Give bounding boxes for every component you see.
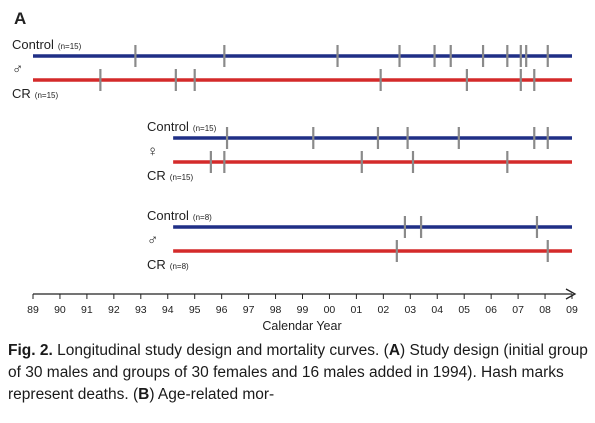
control-label-text: Control bbox=[147, 119, 189, 134]
x-axis: 89 90 91 92 93 94 95 96 97 98 99 00 01 02 03 04 05 06 07 08… bbox=[27, 288, 578, 333]
control-label-text: Control bbox=[147, 208, 189, 223]
x-tick-label: 96 bbox=[216, 304, 228, 316]
caption-text-2: ) Study design (initial group of 30 male… bbox=[8, 342, 588, 403]
control-label: Control (n=15) bbox=[147, 119, 217, 134]
cr-label-text: CR bbox=[147, 257, 166, 272]
cohort-group: Control (n=15) ♀ CR (n=15) bbox=[147, 119, 572, 183]
cr-label: CR (n=15) bbox=[12, 86, 58, 101]
control-n-label: (n=8) bbox=[193, 213, 212, 222]
cohort-group: Control (n=8) ♂ CR (n=8) bbox=[147, 208, 572, 272]
control-n-label: (n=15) bbox=[58, 42, 82, 51]
x-tick-label: 97 bbox=[243, 304, 255, 316]
cr-label: CR (n=15) bbox=[147, 168, 193, 183]
caption-fig-label: Fig. 2. bbox=[8, 342, 53, 359]
x-axis-arrow bbox=[565, 288, 577, 300]
x-tick-label: 91 bbox=[81, 304, 93, 316]
x-tick-label: 07 bbox=[512, 304, 524, 316]
caption-text-1: Longitudinal study design and mortality … bbox=[52, 342, 389, 359]
caption-bold-b: B bbox=[138, 386, 150, 403]
x-tick-label: 94 bbox=[162, 304, 174, 316]
x-tick-label: 00 bbox=[324, 304, 336, 316]
x-axis-ticks: 89 90 91 92 93 94 95 96 97 98 99 00 01 02 03 04 05 06 07 08… bbox=[27, 294, 578, 316]
x-tick-label: 90 bbox=[54, 304, 66, 316]
control-label: Control (n=15) bbox=[12, 37, 82, 52]
x-tick-label: 98 bbox=[270, 304, 282, 316]
cr-n-label: (n=15) bbox=[35, 91, 59, 100]
cohort-groups: Control (n=15) ♂ CR (n=15) Control (n=15) ♀ CR (n… bbox=[12, 37, 572, 272]
control-label-text: Control bbox=[12, 37, 54, 52]
x-tick-label: 06 bbox=[485, 304, 497, 316]
caption-bold-a: A bbox=[388, 342, 401, 359]
x-tick-label: 05 bbox=[458, 304, 470, 316]
x-tick-label: 01 bbox=[351, 304, 363, 316]
x-tick-label: 09 bbox=[566, 304, 578, 316]
x-tick-label: 92 bbox=[108, 304, 120, 316]
x-tick-label: 93 bbox=[135, 304, 147, 316]
x-axis-title: Calendar Year bbox=[262, 319, 341, 333]
panel-label: A bbox=[14, 9, 26, 28]
cr-n-label: (n=8) bbox=[170, 262, 189, 271]
study-design-figure: A Control (n=15) ♂ CR (n=15) Control (n=15) ♀ CR… bbox=[12, 9, 578, 333]
cr-label-text: CR bbox=[147, 168, 166, 183]
cohort-group: Control (n=15) ♂ CR (n=15) bbox=[12, 37, 572, 101]
cr-label: CR (n=8) bbox=[147, 257, 189, 272]
caption-text-3: ) Age-related mor- bbox=[149, 386, 275, 403]
x-tick-label: 02 bbox=[378, 304, 390, 316]
female-symbol-icon: ♀ bbox=[147, 143, 158, 160]
x-tick-label: 04 bbox=[431, 304, 443, 316]
male-symbol-icon: ♂ bbox=[12, 61, 23, 78]
x-tick-label: 99 bbox=[297, 304, 309, 316]
x-tick-label: 08 bbox=[539, 304, 551, 316]
cr-label-text: CR bbox=[12, 86, 31, 101]
control-label: Control (n=8) bbox=[147, 208, 212, 223]
x-tick-label: 95 bbox=[189, 304, 201, 316]
figure-caption: Fig. 2. Longitudinal study design and mo… bbox=[8, 340, 592, 406]
x-tick-label: 89 bbox=[27, 304, 39, 316]
male-symbol-icon: ♂ bbox=[147, 232, 158, 249]
x-tick-label: 03 bbox=[404, 304, 416, 316]
control-n-label: (n=15) bbox=[193, 124, 217, 133]
cr-n-label: (n=15) bbox=[170, 173, 194, 182]
